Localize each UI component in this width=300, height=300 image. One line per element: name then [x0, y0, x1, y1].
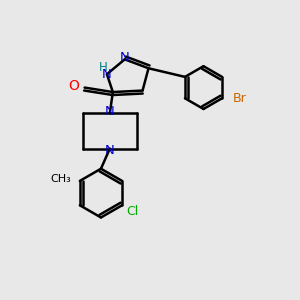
Text: H: H: [99, 61, 108, 74]
Text: N: N: [105, 143, 115, 157]
Text: N: N: [120, 51, 130, 64]
Text: CH₃: CH₃: [50, 174, 71, 184]
Text: Cl: Cl: [127, 205, 139, 218]
Text: O: O: [68, 79, 79, 93]
Text: Br: Br: [232, 92, 246, 105]
Text: N: N: [102, 68, 112, 81]
Text: N: N: [105, 105, 115, 118]
